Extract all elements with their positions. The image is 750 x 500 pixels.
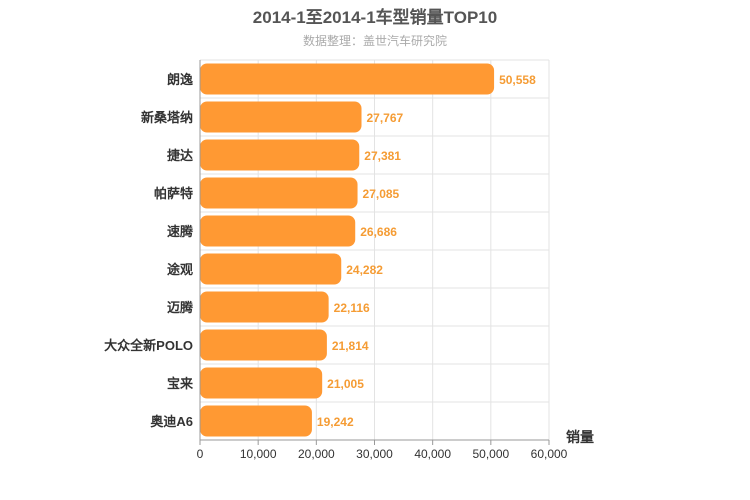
x-axis-ticks: 0 10,000 20,000 30,000 40,000 50,000 60,000 [197, 440, 568, 461]
data-label: 27,381 [364, 149, 401, 163]
category-label: 新桑塔纳 [141, 110, 193, 125]
data-labels: 50,558 27,767 27,381 27,085 26,686 24,282 22,1… [317, 73, 536, 429]
data-label: 24,282 [346, 263, 383, 277]
bar [200, 253, 342, 285]
tick-label: 0 [197, 447, 204, 461]
category-label: 奥迪A6 [150, 414, 193, 429]
bar [200, 405, 312, 437]
category-label: 途观 [167, 262, 193, 277]
chart-title: 2014-1至2014-1车型销量TOP10 [253, 7, 497, 27]
data-label: 26,686 [360, 225, 397, 239]
tick-label: 30,000 [356, 447, 393, 461]
data-label: 19,242 [317, 415, 354, 429]
category-label: 速腾 [167, 224, 194, 239]
bar [200, 139, 360, 171]
bar [200, 329, 327, 361]
category-label: 迈腾 [167, 300, 194, 315]
category-label: 大众全新POLO [104, 338, 193, 353]
category-label: 朗逸 [167, 72, 193, 87]
bar [200, 367, 323, 399]
tick-label: 10,000 [240, 447, 277, 461]
bar [200, 177, 358, 209]
bars [200, 63, 495, 437]
bar [200, 63, 495, 95]
bar [200, 291, 329, 323]
data-label: 21,814 [332, 339, 369, 353]
bar [200, 101, 362, 133]
tick-label: 50,000 [472, 447, 509, 461]
chart-subtitle: 数据整理：盖世汽车研究院 [303, 33, 447, 48]
bar [200, 215, 356, 247]
data-label: 22,116 [334, 301, 370, 315]
category-label: 宝来 [167, 376, 194, 391]
data-label: 27,767 [367, 111, 404, 125]
tick-label: 20,000 [298, 447, 335, 461]
data-label: 50,558 [499, 73, 536, 87]
data-label: 27,085 [363, 187, 400, 201]
tick-label: 40,000 [414, 447, 451, 461]
category-label: 帕萨特 [154, 186, 193, 201]
x-axis-title: 销量 [566, 429, 594, 445]
tick-label: 60,000 [531, 447, 568, 461]
category-label: 捷达 [167, 148, 193, 163]
data-label: 21,005 [327, 377, 364, 391]
